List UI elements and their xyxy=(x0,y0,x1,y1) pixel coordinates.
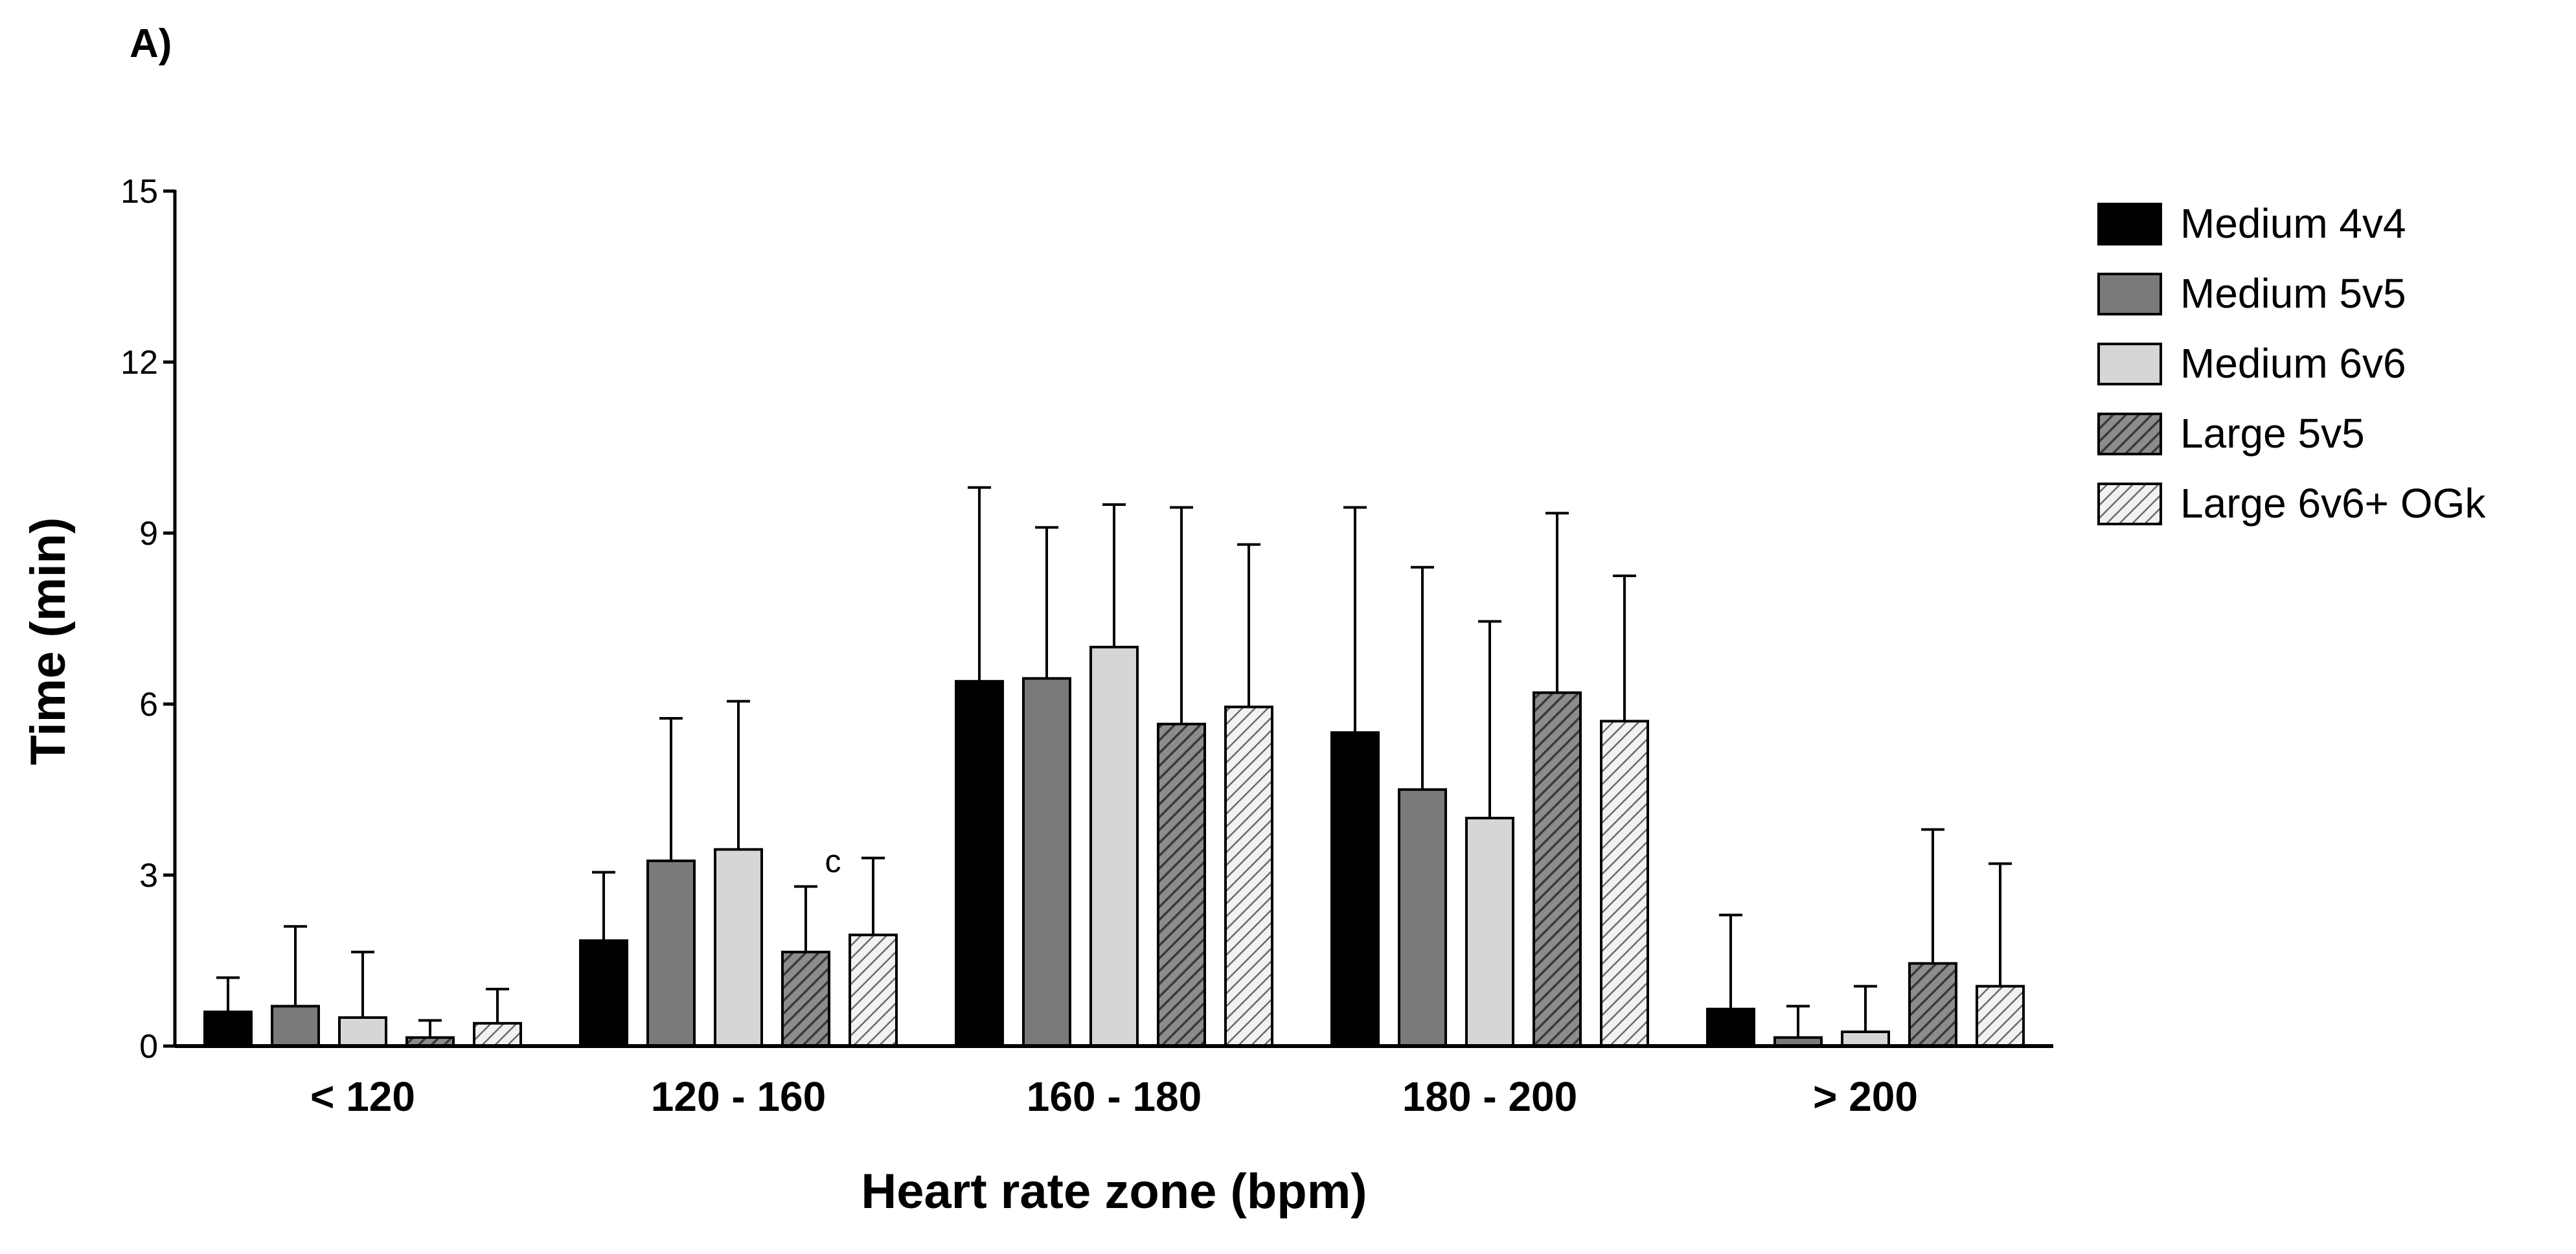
bar xyxy=(849,933,898,1048)
bar xyxy=(1600,720,1649,1048)
panel-label: A) xyxy=(130,21,172,66)
y-tick-label: 15 xyxy=(120,173,158,211)
bar xyxy=(203,1010,253,1047)
bar xyxy=(579,939,628,1047)
legend-label: Medium 4v4 xyxy=(2180,200,2406,247)
y-tick-label: 9 xyxy=(139,515,158,553)
bar xyxy=(646,860,696,1047)
bar xyxy=(1465,817,1514,1047)
bar xyxy=(338,1016,387,1047)
legend-label: Large 5v5 xyxy=(2180,410,2365,457)
bar xyxy=(1330,731,1380,1047)
x-tick-label: 180 - 200 xyxy=(1402,1073,1577,1120)
bar xyxy=(714,848,763,1048)
bar xyxy=(271,1005,320,1048)
y-tick-label: 6 xyxy=(139,686,158,724)
legend-swatch xyxy=(2097,203,2162,245)
x-tick-label: < 120 xyxy=(310,1073,415,1120)
x-tick-label: 120 - 160 xyxy=(651,1073,826,1120)
legend-label: Medium 6v6 xyxy=(2180,340,2406,387)
bar xyxy=(1089,646,1139,1047)
plot-area: 0 3 6 9 12 15 < 120 120 - 160 160 - 180 180 - 200… xyxy=(120,173,2053,1120)
legend-label: Medium 5v5 xyxy=(2180,270,2406,317)
bar xyxy=(1841,1031,1890,1047)
y-tick-label: 12 xyxy=(120,344,158,382)
legend-swatch xyxy=(2097,413,2162,455)
legend-swatch xyxy=(2097,273,2162,315)
bar xyxy=(781,950,830,1048)
bar xyxy=(1224,705,1273,1047)
legend: Medium 4v4 Medium 5v5 Medium 6v6 Large 5v5 L… xyxy=(2097,200,2486,527)
bar xyxy=(1908,962,1957,1048)
bar xyxy=(1157,722,1206,1048)
y-tick-label: 0 xyxy=(139,1028,158,1066)
y-axis-title: Time (min) xyxy=(21,518,76,766)
bar xyxy=(955,679,1004,1048)
bar xyxy=(1976,985,2025,1047)
bar xyxy=(1533,691,1582,1047)
bar xyxy=(1706,1007,1755,1048)
significance-annotation: c xyxy=(825,843,841,880)
x-tick-label: > 200 xyxy=(1813,1073,1918,1120)
bar xyxy=(473,1021,522,1048)
y-tick-label: 3 xyxy=(139,857,158,895)
x-axis-title: Heart rate zone (bpm) xyxy=(861,1164,1367,1219)
legend-label: Large 6v6+ OGk xyxy=(2180,480,2486,527)
legend-swatch xyxy=(2097,483,2162,525)
legend-swatch xyxy=(2097,343,2162,385)
x-tick-label: 160 - 180 xyxy=(1027,1073,1202,1120)
bar xyxy=(1398,788,1447,1047)
bar xyxy=(1022,677,1071,1047)
